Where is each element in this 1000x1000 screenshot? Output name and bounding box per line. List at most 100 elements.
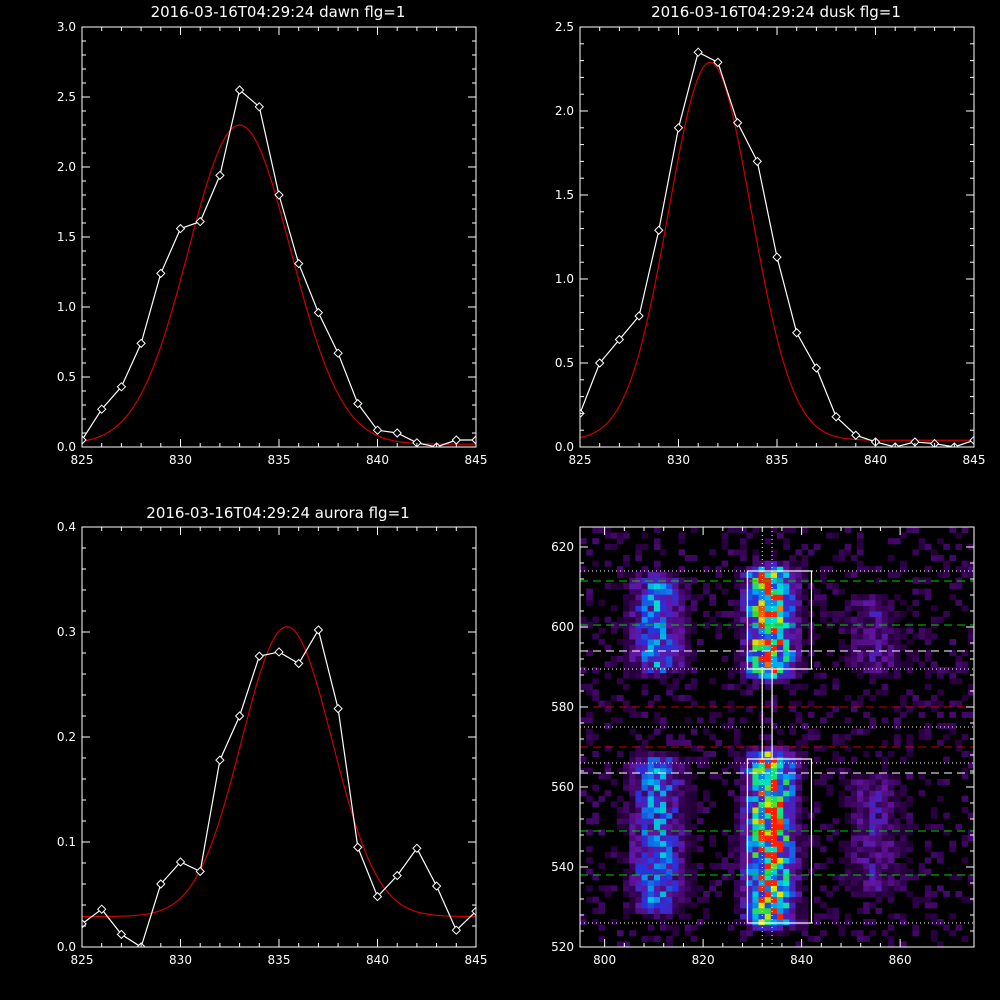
heatmap-cell — [733, 583, 741, 590]
heatmap-cell — [777, 560, 784, 567]
heatmap-cell — [900, 941, 907, 947]
heatmap-cell — [635, 745, 643, 752]
heatmap-cell — [967, 627, 974, 634]
heatmap-cell — [955, 543, 963, 550]
heatmap-cell — [758, 885, 766, 892]
heatmap-cell — [733, 667, 741, 674]
heatmap-cell — [894, 868, 901, 875]
heatmap-cell — [629, 650, 636, 657]
heatmap-cell — [801, 639, 809, 646]
heatmap-cell — [635, 896, 643, 903]
heatmap-cell — [764, 571, 772, 578]
heatmap-cell — [623, 879, 630, 886]
heatmap-cell — [740, 627, 747, 634]
heatmap-cell — [961, 560, 969, 567]
heatmap-cell — [900, 879, 907, 886]
heatmap-cell — [672, 863, 679, 870]
heatmap-cell — [616, 823, 624, 830]
heatmap-cell — [844, 846, 852, 853]
heatmap-cell — [623, 594, 630, 601]
heatmap-cell — [777, 661, 784, 668]
heatmap-cell — [758, 919, 766, 926]
heatmap-cell — [857, 650, 864, 657]
heatmap-cell — [887, 863, 895, 870]
heatmap-cell — [900, 756, 907, 763]
heatmap-cell — [937, 723, 944, 730]
heatmap-cell — [740, 616, 747, 623]
heatmap-cell — [906, 689, 913, 696]
heatmap-cell — [684, 594, 692, 601]
heatmap-cell — [955, 532, 963, 539]
heatmap-cell — [777, 599, 784, 606]
heatmap-cell — [875, 611, 883, 618]
heatmap-cell — [894, 863, 901, 870]
heatmap-cell — [629, 728, 636, 735]
heatmap-cell — [937, 689, 944, 696]
heatmap-cell — [703, 807, 710, 814]
heatmap-cell — [666, 941, 673, 947]
heatmap-cell — [623, 868, 630, 875]
heatmap-cell — [832, 756, 840, 763]
heatmap-cell — [598, 829, 606, 836]
heatmap-cell — [789, 907, 796, 914]
heatmap-cell — [752, 616, 760, 623]
heatmap-cell — [752, 650, 760, 657]
data-point — [96, 404, 107, 414]
heatmap-cell — [881, 773, 889, 780]
heatmap-cell — [857, 829, 864, 836]
heatmap-cell — [623, 661, 630, 668]
heatmap-cell — [764, 846, 772, 853]
heatmap-cell — [857, 543, 864, 550]
heatmap-cell — [869, 633, 876, 640]
fit-curve — [580, 61, 974, 441]
heatmap-cell — [746, 672, 753, 679]
heatmap-cell — [783, 566, 790, 573]
heatmap-cell — [623, 599, 630, 606]
heatmap-cell — [616, 812, 624, 819]
heatmap-cell — [949, 650, 957, 657]
heatmap-cell — [894, 879, 901, 886]
heatmap-cell — [752, 807, 760, 814]
heatmap-cell — [641, 588, 649, 595]
heatmap-cell — [795, 863, 803, 870]
heatmap-cell — [813, 672, 821, 679]
heatmap-cell — [869, 868, 876, 875]
heatmap-cell — [635, 812, 643, 819]
heatmap-cell — [770, 605, 778, 612]
heatmap-cell — [660, 605, 667, 612]
heatmap-cell — [770, 566, 778, 573]
heatmap-cell — [703, 896, 710, 903]
heatmap-cell — [813, 913, 821, 920]
heatmap-cell — [727, 611, 735, 618]
heatmap-cell — [684, 795, 692, 802]
heatmap-cell — [653, 790, 661, 797]
heatmap-cell — [635, 577, 643, 584]
heatmap-cell — [894, 616, 901, 623]
heatmap-cell — [764, 773, 772, 780]
heatmap-cell — [789, 639, 796, 646]
heatmap-cell — [961, 650, 969, 657]
heatmap-cell — [820, 594, 827, 601]
heatmap-cell — [697, 717, 704, 724]
heatmap-cell — [586, 896, 593, 903]
heatmap-cell — [906, 650, 913, 657]
heatmap-cell — [906, 773, 913, 780]
heatmap-cell — [586, 846, 593, 853]
heatmap-cell — [813, 935, 821, 942]
heatmap-cell — [832, 829, 840, 836]
heatmap-cell — [709, 711, 716, 718]
heatmap-cell — [752, 555, 760, 562]
data-point — [156, 268, 166, 279]
heatmap-cell — [857, 807, 864, 814]
heatmap-cell — [678, 812, 686, 819]
heatmap-cell — [863, 823, 870, 830]
heatmap-cell — [789, 605, 796, 612]
heatmap-cell — [752, 829, 760, 836]
heatmap-cell — [961, 896, 969, 903]
panel-aurora: 2016-03-16T04:29:24 aurora flg=1 825 830 8… — [57, 504, 488, 967]
heatmap-cell — [740, 935, 747, 942]
heatmap-cell — [586, 588, 593, 595]
heatmap-cell — [906, 751, 913, 758]
data-point — [634, 311, 644, 321]
heatmap-cell — [653, 538, 661, 545]
